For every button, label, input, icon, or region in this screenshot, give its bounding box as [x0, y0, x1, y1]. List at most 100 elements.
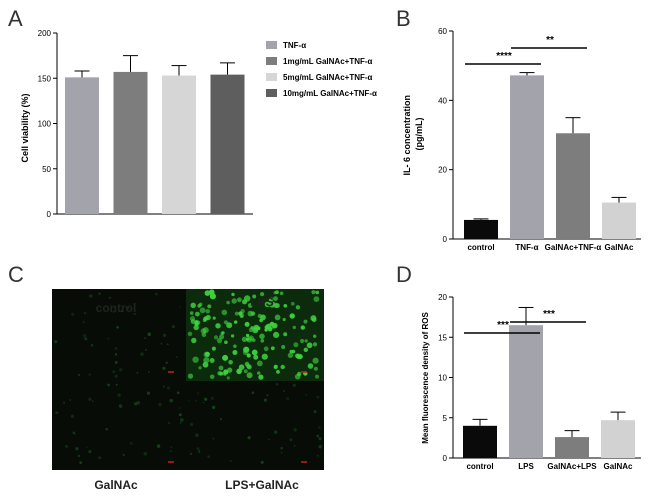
cell: [283, 332, 288, 337]
panel-b-bar: [510, 75, 544, 239]
cell: [313, 410, 317, 414]
panel-d-category-label: LPS: [518, 462, 534, 471]
cell: [208, 289, 215, 296]
cell: [233, 344, 237, 348]
panel-a-bar: [210, 74, 245, 214]
cell: [224, 340, 228, 345]
cell: [190, 452, 193, 455]
cell: [199, 307, 206, 314]
cell: [98, 456, 102, 460]
panel-d-significance-label: ***: [543, 309, 555, 320]
cell: [107, 337, 110, 340]
panel-d-ytick-label: 15: [438, 333, 447, 342]
cell: [70, 414, 74, 418]
cell: [178, 413, 182, 417]
cell: [203, 357, 210, 364]
cell: [125, 306, 130, 310]
cell: [268, 438, 271, 441]
cell: [318, 445, 322, 449]
cell: [190, 319, 196, 325]
panel-a-ytick-label: 0: [47, 210, 52, 219]
cell: [305, 394, 307, 396]
cell: [222, 354, 229, 361]
cell: [193, 324, 199, 331]
cell: [264, 328, 268, 332]
cell: [205, 309, 210, 314]
cell: [158, 402, 162, 407]
panel-a-legend-swatch: [266, 57, 277, 65]
cell: [114, 374, 118, 378]
panel-b-ytick-label: 60: [438, 27, 447, 36]
cell: [213, 335, 219, 340]
cell: [196, 447, 200, 451]
cell: [117, 393, 121, 397]
panel-d-ros-chart: Mean fluorescence density of ROS 0 5 10 15 2…: [421, 293, 641, 471]
cell: [216, 338, 223, 344]
cell: [237, 297, 242, 303]
cell: [89, 294, 93, 298]
cell: [122, 453, 125, 456]
cell: [79, 461, 83, 465]
cell: [313, 366, 318, 371]
cell: [234, 311, 239, 316]
cell: [260, 460, 264, 464]
cell: [55, 411, 58, 415]
panel-a-legend-swatch: [266, 41, 277, 49]
cell: [212, 316, 216, 320]
cell: [231, 292, 235, 297]
cell: [167, 421, 171, 425]
cell: [290, 301, 295, 306]
cell: [212, 437, 215, 440]
cell: [318, 426, 321, 429]
cell: [197, 304, 201, 308]
panel-d-bar: [601, 420, 635, 458]
cell: [188, 399, 190, 402]
cell: [133, 303, 136, 306]
panel-b-il6-chart: IL- 6 concentration (pg/mL) 0 20 40 60 contr…: [402, 27, 641, 252]
cell: [84, 337, 88, 341]
panel-d-category-label: control: [466, 462, 493, 471]
cell: [264, 301, 271, 307]
panel-d-ytick-label: 20: [438, 293, 447, 302]
cell: [227, 367, 233, 373]
panel-d-bar: [509, 325, 543, 458]
cell: [245, 333, 250, 338]
cell: [246, 353, 251, 358]
cell: [114, 361, 118, 364]
cell: [136, 401, 140, 405]
panel-a-ylabel: Cell viability (%): [20, 93, 30, 162]
cell: [275, 383, 279, 386]
cell: [295, 353, 302, 359]
panel-b-category-label: TNF-α: [515, 243, 538, 252]
cell: [274, 430, 278, 434]
cell: [226, 322, 233, 329]
panel-b-ytick-label: 40: [438, 96, 447, 105]
cell: [260, 339, 265, 343]
cell: [248, 335, 254, 341]
cell: [270, 346, 275, 351]
cell: [293, 445, 296, 447]
cell: [162, 366, 166, 370]
cell: [109, 296, 111, 299]
cell: [269, 301, 276, 308]
micrograph-label-lps: LPS: [250, 295, 273, 309]
cell: [165, 361, 168, 364]
cell: [204, 397, 208, 401]
cell: [220, 331, 224, 336]
cell: [230, 334, 235, 338]
cell: [261, 353, 268, 360]
cell: [239, 312, 245, 318]
cell: [253, 324, 260, 331]
panel-d-ytick-label: 5: [443, 414, 448, 423]
panel-b-significance-label: ****: [496, 51, 512, 62]
panel-a-ytick-label: 50: [42, 165, 51, 174]
cell: [313, 334, 317, 338]
panel-b-category-label: GalNAc: [605, 243, 634, 252]
panel-d-category-label: GalNAc+LPS: [547, 462, 597, 471]
cell: [163, 385, 165, 388]
panel-b-ytick-label: 0: [443, 235, 448, 244]
panel-a-bar: [113, 71, 148, 214]
panel-d-ylabel: Mean fluorescence density of ROS: [421, 312, 430, 444]
cell: [242, 299, 247, 305]
cell: [303, 319, 308, 324]
